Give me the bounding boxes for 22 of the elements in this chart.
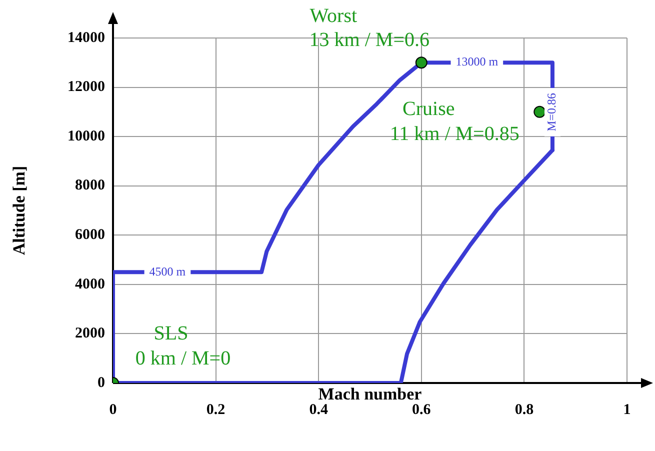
y-tick-label: 6000 — [75, 227, 105, 244]
annotation: 4500 m — [149, 264, 186, 278]
x-axis-title: Mach number — [318, 384, 422, 404]
y-tick-label: 4000 — [75, 276, 105, 292]
annotation: 13000 m — [456, 54, 499, 69]
y-tick-label: 0 — [98, 374, 105, 391]
annotation: Worst 13 km / M=0.6 — [309, 4, 430, 51]
y-tick-label: 10000 — [68, 128, 105, 144]
y-tick-label: 8000 — [75, 178, 105, 194]
x-tick-label: 0.2 — [206, 402, 226, 418]
x-tick-label: 0 — [109, 402, 117, 418]
x-tick-label: 0.6 — [412, 402, 432, 418]
y-tick-label: 2000 — [75, 326, 105, 342]
annotation: Cruise 11 km / M=0.85 — [390, 98, 520, 146]
y-tick-label: 12000 — [68, 79, 105, 96]
y-tick-label: 14000 — [68, 30, 105, 46]
x-tick-label: 0.8 — [514, 402, 534, 418]
x-tick-label: 0.4 — [309, 402, 328, 418]
annotation: M=0.86 — [544, 92, 559, 132]
x-tick-label: 1 — [623, 402, 631, 418]
y-axis-title: Altitude [m] — [10, 166, 29, 256]
annotation: SLS 0 km / M=0 — [135, 322, 231, 370]
